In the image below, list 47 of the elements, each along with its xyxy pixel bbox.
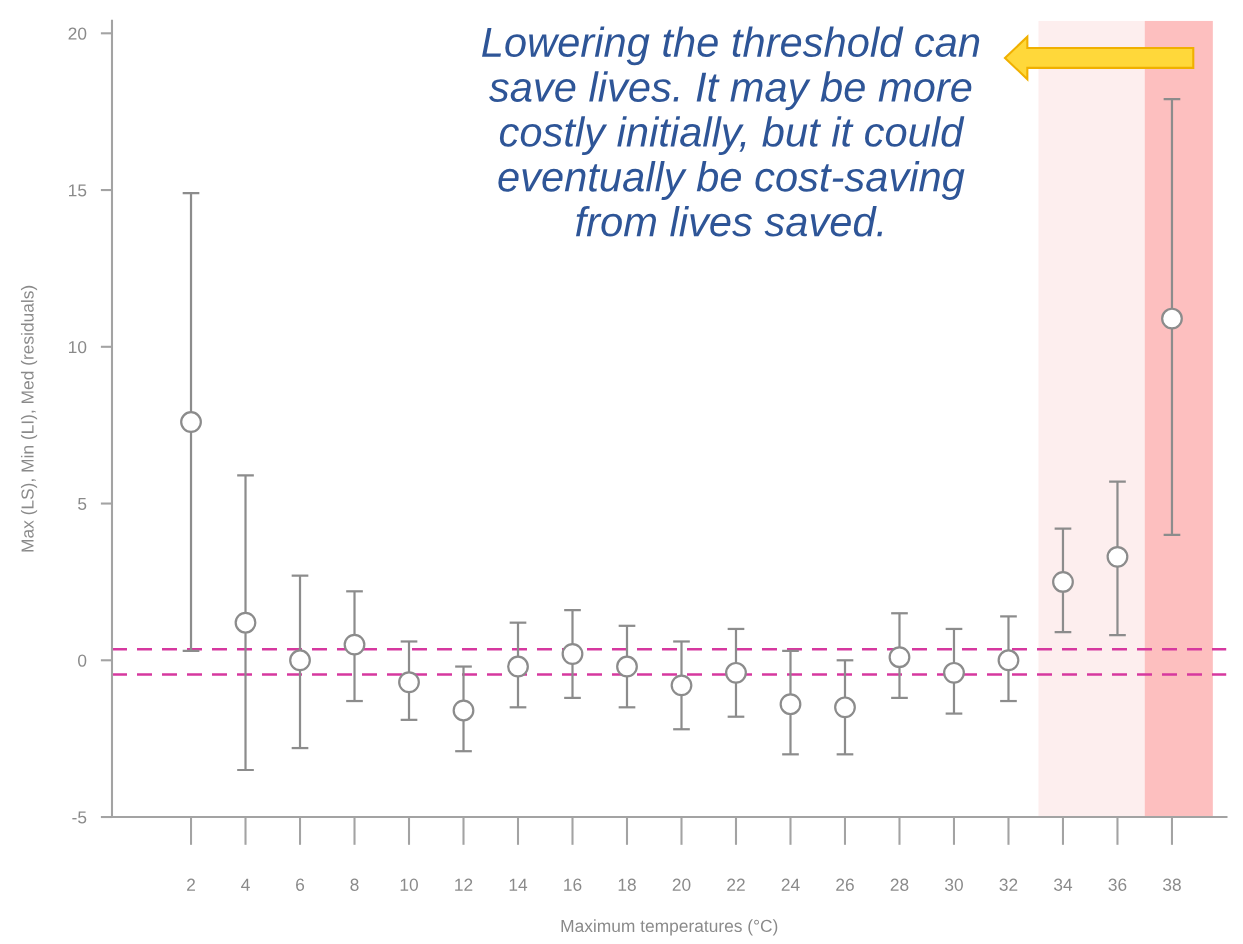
point [398, 671, 420, 694]
x-tick-label: 10 [400, 878, 418, 891]
point [180, 411, 202, 433]
x-tick-label: 12 [455, 878, 473, 891]
y-tick-label: 20 [68, 27, 87, 40]
y-tick-label: 10 [69, 340, 87, 354]
x-tick-label: 24 [781, 878, 800, 891]
point [670, 674, 693, 697]
point [452, 699, 475, 722]
y-axis-title: Max (LS), Min (LI), Med (residuals) [20, 285, 38, 552]
x-tick-label: 18 [618, 878, 636, 891]
y-tick-label: 5 [78, 497, 87, 510]
x-tick-label: 8 [350, 878, 359, 891]
x-tick-label: 4 [241, 878, 250, 891]
x-tick-label: 28 [890, 878, 909, 891]
point [1161, 307, 1183, 330]
point [616, 655, 638, 678]
x-tick-label: 2 [187, 878, 195, 891]
point [1106, 545, 1129, 568]
point [779, 693, 802, 716]
x-tick-label: 26 [836, 878, 854, 891]
y-tick-label: -5 [72, 811, 87, 824]
x-tick-label: 38 [1162, 878, 1181, 891]
point [561, 643, 584, 665]
x-axis-title: Maximum temperatures (°C) [561, 919, 778, 936]
point [997, 649, 1020, 672]
x-tick-label: 34 [1053, 878, 1073, 891]
point [507, 655, 529, 678]
point [289, 649, 311, 672]
y-tick-label: 0 [78, 654, 87, 667]
point [725, 661, 747, 684]
x-tick-label: 32 [999, 878, 1018, 891]
point [834, 696, 856, 719]
x-tick-label: 20 [672, 878, 691, 891]
annotation: Lowering the threshold can save lives. It may be more costly initially, but it could eventually be cost-saving from lives saved. [482, 26, 980, 237]
x-tick-label: 22 [727, 878, 745, 891]
x-tick-label: 14 [509, 878, 528, 891]
point [1052, 570, 1074, 593]
x-tick-label: 30 [944, 878, 963, 891]
point [943, 661, 965, 684]
point [888, 646, 911, 669]
x-tick-label: 36 [1108, 878, 1127, 891]
x-tick-label: 6 [296, 878, 305, 891]
x-tick-label: 16 [564, 878, 582, 891]
y-tick-label: 15 [69, 184, 87, 197]
point [234, 611, 257, 634]
point [343, 633, 366, 656]
